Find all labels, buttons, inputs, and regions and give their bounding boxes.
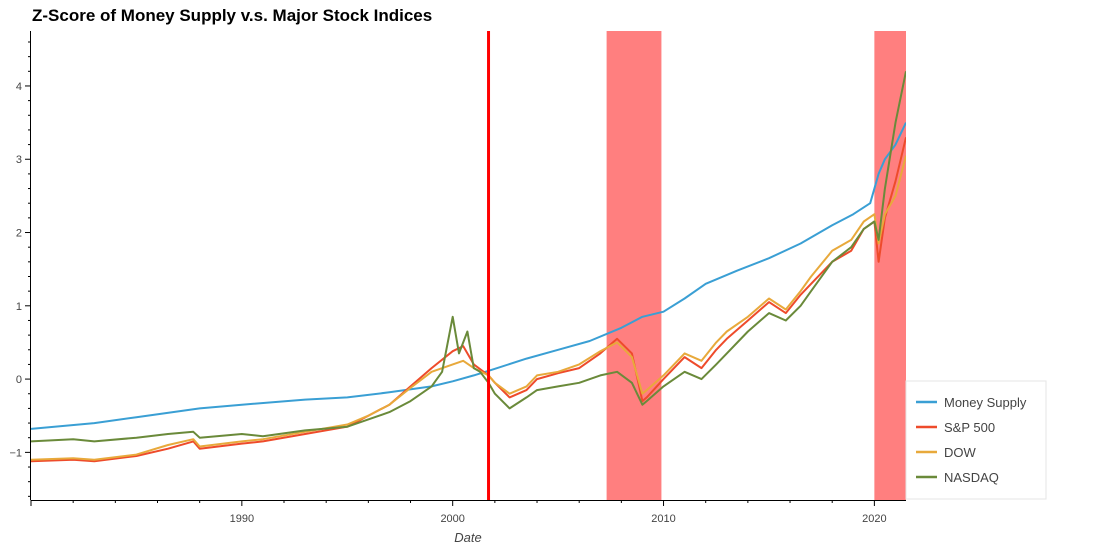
x-tick-label: 2020 (862, 513, 886, 525)
series-line-nasdaq (31, 71, 906, 443)
y-tick-label: 3 (16, 154, 22, 166)
series-line-s-p-500 (31, 137, 906, 463)
y-tick-label: 2 (16, 228, 22, 240)
shaded-regions (606, 31, 906, 500)
axes: −1 0 1 2 3 4 1990 2000 2010 2020 (9, 31, 906, 525)
chart-title: Z-Score of Money Supply v.s. Major Stock… (32, 6, 433, 25)
legend-label: Money Supply (944, 395, 1027, 410)
x-axis-title: Date (454, 530, 481, 545)
series-line-money-supply (31, 122, 906, 430)
y-tick-label: −1 (9, 447, 22, 459)
x-tick-label: 1990 (230, 513, 254, 525)
y-tick-label: 4 (16, 81, 22, 93)
legend[interactable]: Money Supply S&P 500 DOW NASDAQ (905, 380, 1047, 500)
shaded-region (606, 31, 662, 500)
shaded-region (874, 31, 906, 500)
y-tick-label: 0 (16, 374, 22, 386)
series-lines (31, 71, 906, 463)
x-tick-label: 2010 (651, 513, 675, 525)
legend-box (905, 380, 1047, 500)
legend-label: S&P 500 (944, 420, 995, 435)
series-line-dow (31, 155, 906, 461)
y-tick-label: 1 (16, 301, 22, 313)
x-tick-label: 2000 (440, 513, 464, 525)
legend-label: NASDAQ (944, 470, 999, 485)
legend-label: DOW (944, 445, 977, 460)
